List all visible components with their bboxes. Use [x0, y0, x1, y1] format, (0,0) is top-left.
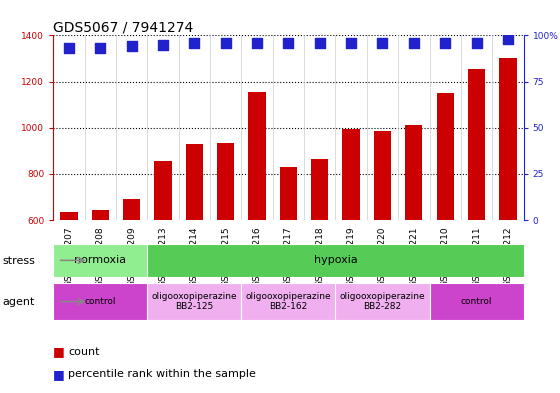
Text: control: control: [461, 297, 492, 306]
Bar: [430, 283, 524, 320]
Text: oligooxopiperazine
BB2-125: oligooxopiperazine BB2-125: [152, 292, 237, 311]
Point: [253, 40, 262, 46]
Bar: [155, 161, 171, 220]
Point: [96, 45, 105, 51]
Text: ■: ■: [53, 345, 65, 358]
Text: control: control: [85, 297, 116, 306]
Text: hypoxia: hypoxia: [314, 255, 357, 265]
Text: stress: stress: [3, 255, 36, 266]
Bar: [405, 125, 422, 220]
Text: normoxia: normoxia: [74, 255, 127, 265]
Bar: [123, 199, 140, 220]
Bar: [280, 167, 297, 220]
Text: oligooxopiperazine
BB2-162: oligooxopiperazine BB2-162: [246, 292, 331, 311]
Bar: [500, 59, 516, 220]
Point: [127, 43, 136, 50]
Text: agent: agent: [3, 297, 35, 307]
Point: [64, 45, 73, 51]
Point: [347, 40, 356, 46]
Text: percentile rank within the sample: percentile rank within the sample: [68, 369, 256, 379]
Text: ■: ■: [53, 367, 65, 381]
Point: [378, 40, 387, 46]
Bar: [53, 283, 147, 320]
Point: [284, 40, 293, 46]
Text: GDS5067 / 7941274: GDS5067 / 7941274: [53, 20, 193, 34]
Point: [221, 40, 230, 46]
Bar: [92, 210, 109, 220]
Bar: [147, 244, 524, 277]
Bar: [437, 93, 454, 220]
Point: [190, 40, 199, 46]
Bar: [241, 283, 335, 320]
Bar: [468, 69, 485, 220]
Bar: [374, 131, 391, 220]
Point: [409, 40, 418, 46]
Bar: [249, 92, 265, 220]
Point: [503, 36, 512, 42]
Bar: [335, 283, 430, 320]
Bar: [147, 283, 241, 320]
Bar: [60, 212, 77, 220]
Point: [315, 40, 324, 46]
Point: [158, 41, 167, 48]
Point: [441, 40, 450, 46]
Bar: [311, 159, 328, 220]
Bar: [186, 144, 203, 220]
Bar: [53, 244, 147, 277]
Text: count: count: [68, 347, 100, 357]
Bar: [217, 143, 234, 220]
Point: [472, 40, 481, 46]
Bar: [343, 129, 360, 220]
Text: oligooxopiperazine
BB2-282: oligooxopiperazine BB2-282: [340, 292, 425, 311]
